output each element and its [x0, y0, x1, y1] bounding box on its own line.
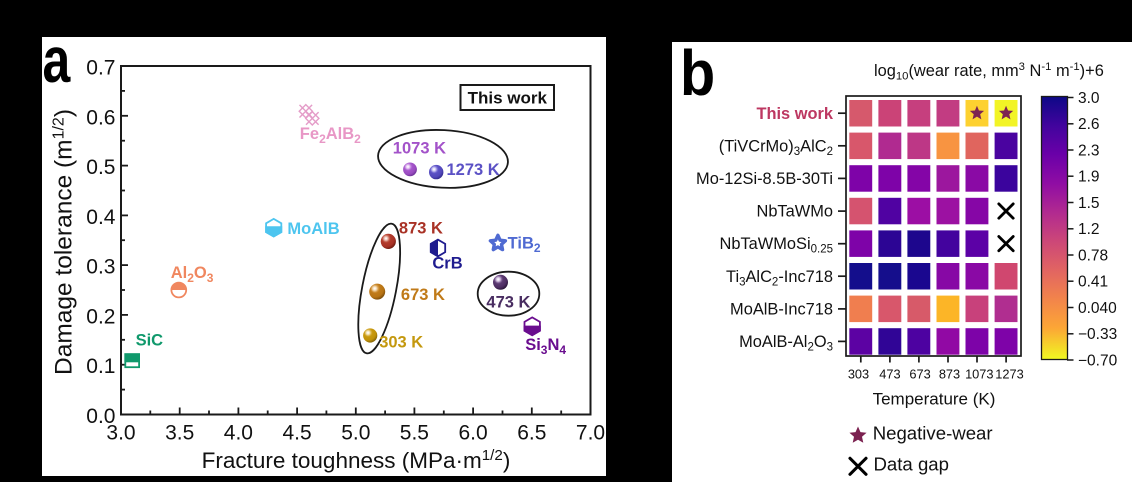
svg-text:0.0: 0.0: [86, 405, 115, 428]
svg-text:673 K: 673 K: [401, 286, 445, 304]
svg-text:6.0: 6.0: [458, 422, 487, 445]
svg-text:0.2: 0.2: [86, 305, 115, 328]
svg-text:Temperature (K): Temperature (K): [873, 390, 996, 409]
svg-text:473 K: 473 K: [486, 294, 530, 312]
svg-text:1273: 1273: [995, 367, 1023, 382]
svg-text:0.7: 0.7: [86, 57, 115, 80]
svg-text:1.5: 1.5: [1078, 195, 1100, 212]
svg-text:−0.33: −0.33: [1078, 326, 1117, 343]
svg-text:MoAlB-Al2O3: MoAlB-Al2O3: [739, 333, 833, 354]
svg-text:5.0: 5.0: [341, 422, 370, 445]
svg-text:Ti3AlC2-Inc718: Ti3AlC2-Inc718: [726, 268, 833, 289]
svg-text:NbTaWMoSi0.25: NbTaWMoSi0.25: [720, 235, 833, 256]
svg-text:0.1: 0.1: [86, 355, 115, 378]
svg-text:0.4: 0.4: [86, 206, 116, 229]
svg-text:2.6: 2.6: [1078, 116, 1100, 133]
svg-text:Negative-wear: Negative-wear: [873, 423, 993, 444]
svg-text:MoAlB-Inc718: MoAlB-Inc718: [730, 300, 833, 318]
svg-text:3.0: 3.0: [106, 422, 135, 445]
svg-text:1073: 1073: [965, 367, 993, 382]
svg-text:SiC: SiC: [136, 331, 164, 349]
svg-text:1273 K: 1273 K: [447, 161, 500, 179]
svg-text:0.5: 0.5: [86, 156, 115, 179]
svg-text:303: 303: [848, 367, 869, 382]
svg-text:a: a: [43, 25, 72, 96]
svg-text:7.0: 7.0: [576, 422, 605, 445]
svg-text:b: b: [680, 37, 715, 108]
svg-text:This work: This work: [468, 89, 548, 108]
svg-text:CrB: CrB: [432, 255, 462, 273]
svg-text:473: 473: [879, 367, 900, 382]
svg-text:1.9: 1.9: [1078, 169, 1100, 186]
svg-text:3.0: 3.0: [1078, 90, 1100, 107]
svg-text:Mo-12Si-8.5B-30Ti: Mo-12Si-8.5B-30Ti: [696, 170, 833, 188]
svg-text:1.2: 1.2: [1078, 221, 1100, 238]
svg-text:Damage tolerance (m1/2): Damage tolerance (m1/2): [51, 109, 78, 375]
svg-text:Al2O3: Al2O3: [171, 264, 214, 285]
svg-text:2.3: 2.3: [1078, 142, 1100, 159]
svg-text:0.78: 0.78: [1078, 247, 1108, 264]
svg-text:Fracture toughness (MPa·m1/2): Fracture toughness (MPa·m1/2): [202, 447, 511, 473]
svg-text:4.0: 4.0: [224, 422, 253, 445]
svg-text:Data gap: Data gap: [874, 453, 949, 474]
svg-text:This work: This work: [756, 105, 833, 123]
svg-text:Fe2AlB2: Fe2AlB2: [300, 125, 361, 146]
svg-text:0.040: 0.040: [1078, 300, 1117, 317]
svg-text:−0.70: −0.70: [1078, 352, 1118, 369]
svg-text:5.5: 5.5: [400, 422, 429, 445]
svg-text:TiB2: TiB2: [508, 234, 541, 255]
svg-text:873 K: 873 K: [399, 219, 443, 237]
svg-text:NbTaWMo: NbTaWMo: [756, 203, 833, 221]
svg-text:303 K: 303 K: [379, 334, 423, 352]
svg-text:873: 873: [939, 367, 960, 382]
svg-text:0.3: 0.3: [86, 256, 115, 279]
svg-text:(TiVCrMo)3AlC2: (TiVCrMo)3AlC2: [719, 137, 833, 158]
svg-text:log10(wear rate, mm3 N-1 m-1)+: log10(wear rate, mm3 N-1 m-1)+6: [874, 61, 1104, 83]
svg-text:0.6: 0.6: [86, 106, 115, 129]
svg-text:0.41: 0.41: [1078, 274, 1108, 291]
svg-text:3.5: 3.5: [165, 422, 194, 445]
svg-text:1073 K: 1073 K: [393, 139, 446, 157]
svg-text:4.5: 4.5: [282, 422, 311, 445]
svg-text:6.5: 6.5: [517, 422, 546, 445]
svg-text:Si3N4: Si3N4: [525, 336, 566, 357]
svg-text:MoAlB: MoAlB: [287, 220, 339, 238]
svg-text:673: 673: [909, 367, 930, 382]
